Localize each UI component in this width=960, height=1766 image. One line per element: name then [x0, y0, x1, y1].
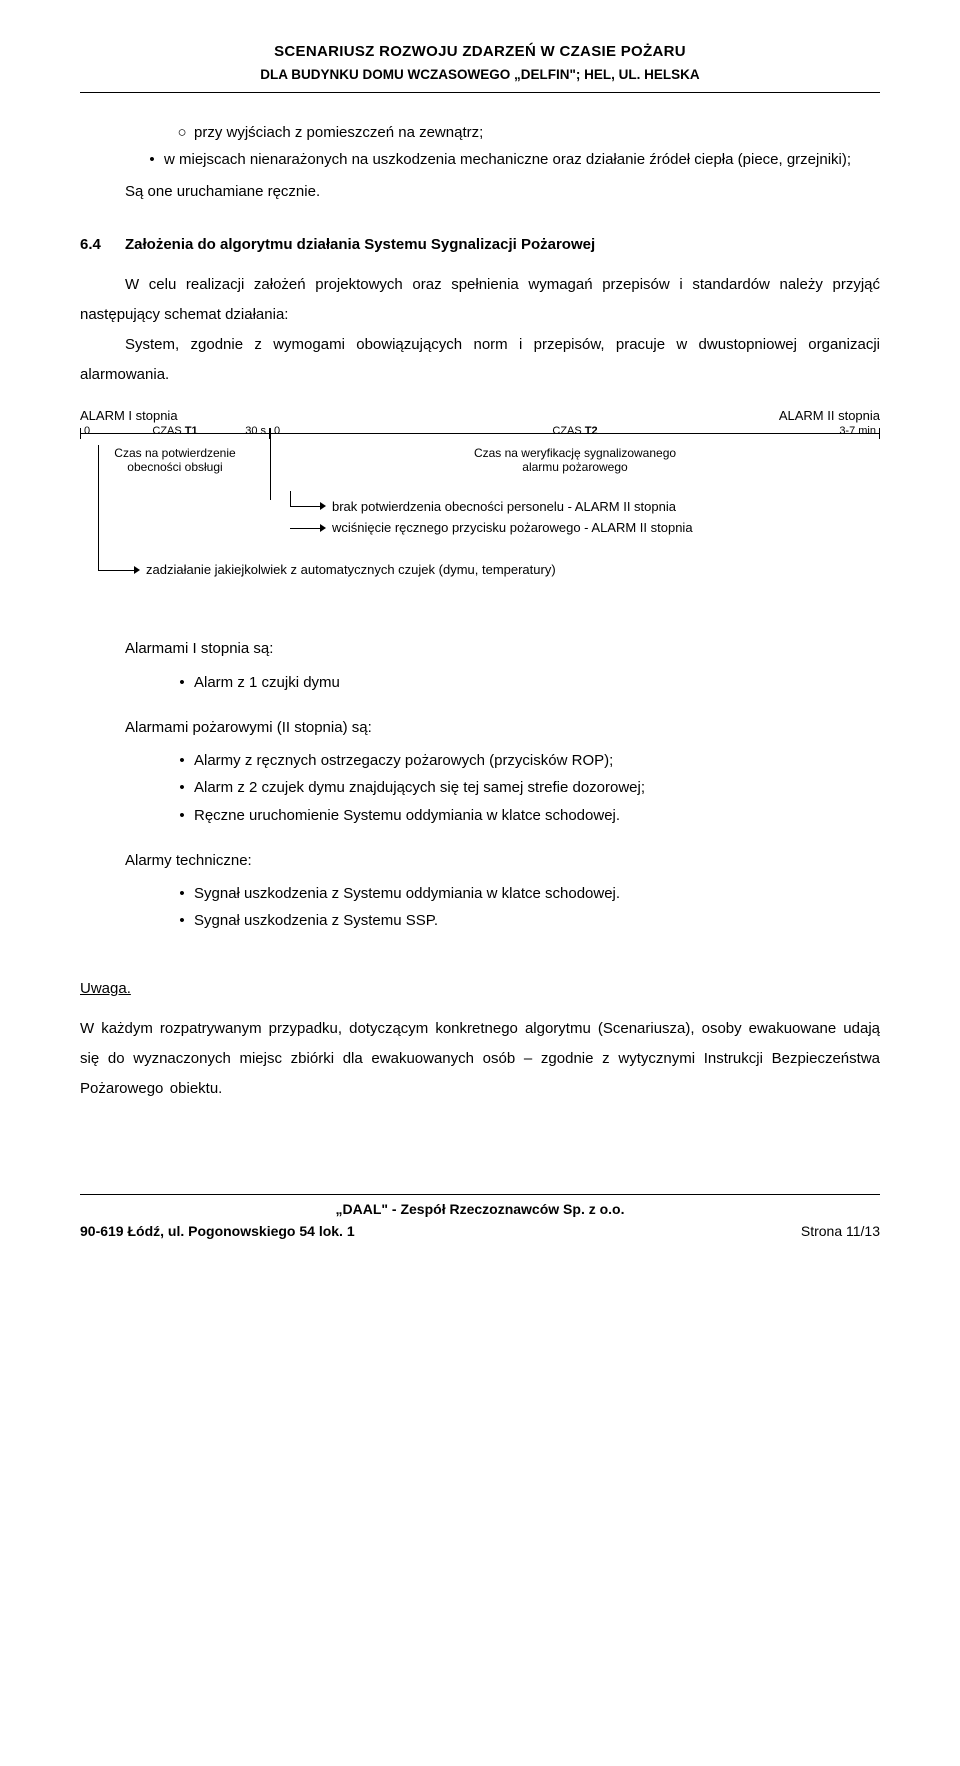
paragraph: Są one uruchamiane ręcznie.	[125, 180, 880, 203]
bullet-icon: •	[170, 749, 194, 772]
diagram-arrow-1: brak potwierdzenia obecności personelu -…	[290, 499, 880, 515]
header-title: SCENARIUSZ ROZWOJU ZDARZEŃ W CZASIE POŻA…	[80, 40, 880, 63]
continuation-sublist: ○ przy wyjściach z pomieszczeń na zewnąt…	[170, 121, 880, 144]
footer-line2: 90-619 Łódź, ul. Pogonowskiego 54 lok. 1…	[80, 1221, 880, 1243]
section-heading: 6.4 Założenia do algorytmu działania Sys…	[80, 233, 880, 256]
list-item: • Alarmy z ręcznych ostrzegaczy pożarowy…	[170, 749, 880, 772]
list-item-text: Sygnał uszkodzenia z Systemu oddymiania …	[194, 882, 620, 905]
uwaga-title: Uwaga.	[80, 977, 880, 1000]
diagram-connector	[270, 438, 271, 500]
arrow1-text: brak potwierdzenia obecności personelu -…	[332, 499, 676, 515]
footer-page-label: Strona	[801, 1223, 846, 1239]
footer-company: „DAAL" - Zespół Rzeczoznawców Sp. z o.o.	[80, 1199, 880, 1221]
arrow-icon	[98, 565, 140, 575]
below-t2-line1: Czas na weryfikację sygnalizowanego	[270, 446, 880, 460]
bullet-icon: •	[170, 804, 194, 827]
list-item: • w miejscach nienarażonych na uszkodzen…	[140, 148, 880, 171]
footer-address: 90-619 Łódź, ul. Pogonowskiego 54 lok. 1	[80, 1221, 355, 1243]
tech-heading: Alarmy techniczne:	[125, 849, 880, 872]
t2-start: 0	[274, 425, 280, 438]
list-item-text: Alarm z 1 czujki dymu	[194, 671, 340, 694]
arrow-icon	[290, 523, 326, 533]
list-item: • Alarm z 2 czujek dymu znajdujących się…	[170, 776, 880, 799]
alarm2-list: • Alarmy z ręcznych ostrzegaczy pożarowy…	[170, 749, 880, 827]
paragraph: System, zgodnie z wymogami obowiązującyc…	[80, 330, 880, 390]
t1-caption: CZAS T1	[152, 425, 197, 438]
bullet-icon: •	[170, 882, 194, 905]
list-item: • Ręczne uruchomienie Systemu oddymiania…	[170, 804, 880, 827]
t1-bold: T1	[185, 425, 198, 437]
bullet-icon: •	[170, 909, 194, 932]
footer-page-num: 11/13	[846, 1223, 880, 1239]
circle-bullet-icon: ○	[170, 121, 194, 144]
continuation-bullet-list: • w miejscach nienarażonych na uszkodzen…	[140, 148, 880, 171]
list-item-text: przy wyjściach z pomieszczeń na zewnątrz…	[194, 121, 483, 144]
below-t1-line1: Czas na potwierdzenie	[80, 446, 270, 460]
bullet-icon: •	[170, 776, 194, 799]
timeline-t1: 0 CZAS T1 30 s	[80, 426, 270, 442]
list-item: • Sygnał uszkodzenia z Systemu oddymiani…	[170, 882, 880, 905]
diagram-top-row: ALARM I stopnia 0 CZAS T1 30 s Czas na p…	[80, 408, 880, 474]
header-subtitle: DLA BUDYNKU DOMU WCZASOWEGO „DELFIN"; HE…	[80, 65, 880, 86]
list-item: ○ przy wyjściach z pomieszczeń na zewnąt…	[170, 121, 880, 144]
t2-caption: CZAS T2	[552, 425, 597, 438]
alarm1-list: • Alarm z 1 czujki dymu	[170, 671, 880, 694]
list-item: • Alarm z 1 czujki dymu	[170, 671, 880, 694]
arrow2-text: wciśnięcie ręcznego przycisku pożarowego…	[332, 520, 693, 536]
trigger-text: zadziałanie jakiejkolwiek z automatyczny…	[146, 562, 556, 578]
diagram-arrows: brak potwierdzenia obecności personelu -…	[290, 499, 880, 536]
page-footer: „DAAL" - Zespół Rzeczoznawców Sp. z o.o.…	[80, 1194, 880, 1242]
page-header: SCENARIUSZ ROZWOJU ZDARZEŃ W CZASIE POŻA…	[80, 40, 880, 86]
list-item-text: Alarmy z ręcznych ostrzegaczy pożarowych…	[194, 749, 613, 772]
header-rule	[80, 92, 880, 93]
footer-page: Strona 11/13	[801, 1221, 880, 1243]
t1-start: 0	[84, 425, 90, 438]
diagram-left-col: ALARM I stopnia 0 CZAS T1 30 s Czas na p…	[80, 408, 270, 474]
arrow-icon	[290, 501, 326, 511]
below-t2-line2: alarmu pożarowego	[270, 460, 880, 474]
bullet-icon: •	[170, 671, 194, 694]
timeline-t2: 0 CZAS T2 3-7 min	[270, 426, 880, 442]
below-t1-line2: obecności obsługi	[80, 460, 270, 474]
alarm2-label: ALARM II stopnia	[270, 408, 880, 424]
paragraph: W celu realizacji założeń projektowych o…	[80, 270, 880, 330]
list-item-text: Ręczne uruchomienie Systemu oddymiania w…	[194, 804, 620, 827]
list-item-text: Alarm z 2 czujek dymu znajdujących się t…	[194, 776, 645, 799]
t2-end: 3-7 min	[839, 425, 876, 438]
section-number: 6.4	[80, 233, 125, 256]
list-item: • Sygnał uszkodzenia z Systemu SSP.	[170, 909, 880, 932]
diagram-trigger: zadziałanie jakiejkolwiek z automatyczny…	[98, 562, 880, 578]
uwaga-body: W każdym rozpatrywanym przypadku, dotycz…	[80, 1014, 880, 1104]
footer-rule	[80, 1194, 880, 1195]
list-item-text: w miejscach nienarażonych na uszkodzenia…	[164, 148, 851, 171]
bullet-icon: •	[140, 148, 164, 171]
tech-list: • Sygnał uszkodzenia z Systemu oddymiani…	[170, 882, 880, 933]
t2-bold: T2	[585, 425, 598, 437]
diagram-right-col: ALARM II stopnia 0 CZAS T2 3-7 min Czas …	[270, 408, 880, 474]
section-title: Założenia do algorytmu działania Systemu…	[125, 233, 595, 256]
alarm2-heading: Alarmami pożarowymi (II stopnia) są:	[125, 716, 880, 739]
alarm1-label: ALARM I stopnia	[80, 408, 270, 424]
list-item-text: Sygnał uszkodzenia z Systemu SSP.	[194, 909, 438, 932]
t1-end: 30 s	[245, 425, 266, 438]
alarm1-heading: Alarmami I stopnia są:	[125, 637, 880, 660]
alarm-timeline-diagram: ALARM I stopnia 0 CZAS T1 30 s Czas na p…	[80, 408, 880, 577]
diagram-arrow-2: wciśnięcie ręcznego przycisku pożarowego…	[290, 520, 880, 536]
